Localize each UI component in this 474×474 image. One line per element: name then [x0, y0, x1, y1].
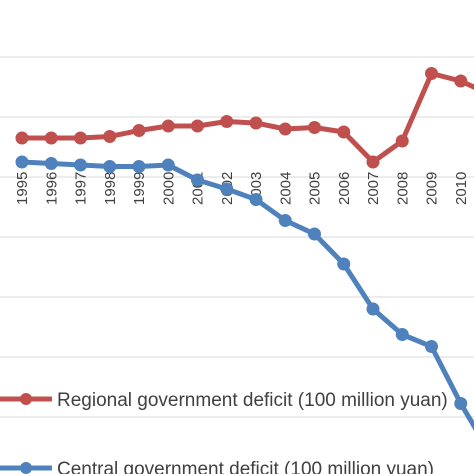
data-point [74, 158, 87, 172]
data-point [425, 67, 438, 80]
data-point [337, 125, 351, 139]
x-tick-label: 2008 [394, 172, 411, 205]
data-point [454, 397, 468, 410]
data-point [15, 155, 29, 169]
x-tick-label: 1996 [43, 172, 60, 205]
x-tick-label: 1995 [14, 172, 31, 205]
data-point [132, 160, 146, 173]
legend-item-regional: Regional government deficit (100 million… [0, 390, 448, 411]
legend: Regional government deficit (100 million… [0, 390, 448, 474]
legend-swatch-marker [20, 393, 32, 405]
data-point [308, 227, 321, 241]
data-point [220, 182, 234, 196]
legend-label-regional: Regional government deficit (100 million… [57, 390, 448, 411]
data-point [15, 131, 29, 145]
legend-swatch-marker [20, 462, 32, 474]
data-point [191, 173, 204, 187]
data-point [366, 155, 380, 169]
data-point [103, 160, 117, 173]
x-tick-label: 2005 [307, 172, 324, 205]
data-point [395, 134, 409, 148]
data-point [278, 122, 292, 136]
gridlines [0, 56, 474, 418]
data-point [249, 193, 263, 206]
legend-item-central: Central government deficit (100 million … [0, 459, 434, 474]
x-tick-label: 1997 [73, 172, 90, 205]
series-lines [15, 67, 474, 431]
data-point [44, 131, 58, 145]
data-point [220, 115, 234, 128]
data-point [191, 119, 204, 133]
x-tick-label: 2006 [336, 172, 353, 205]
x-tick-label: 1999 [131, 172, 148, 205]
x-tick-label: 2004 [277, 172, 294, 205]
data-point [132, 124, 146, 137]
series-regional [15, 67, 474, 169]
data-point [161, 158, 175, 172]
x-tick-label: 2007 [365, 172, 382, 205]
data-point [161, 119, 175, 133]
data-point [337, 257, 351, 271]
data-point [249, 116, 263, 130]
series-line [22, 71, 474, 165]
data-point [395, 328, 409, 341]
data-point [103, 130, 117, 143]
x-tick-label: 2009 [424, 172, 441, 205]
x-tick-label: 2010 [453, 172, 470, 205]
data-point [278, 214, 292, 227]
x-tick-label: 2000 [160, 172, 177, 205]
data-point [366, 302, 380, 316]
data-point [308, 121, 321, 134]
legend-label-central: Central government deficit (100 million … [57, 459, 434, 474]
data-point [74, 131, 87, 145]
data-point [454, 74, 468, 88]
series-central [15, 155, 474, 431]
x-tick-label: 1998 [102, 172, 119, 205]
data-point [425, 340, 438, 353]
data-point [44, 157, 58, 170]
